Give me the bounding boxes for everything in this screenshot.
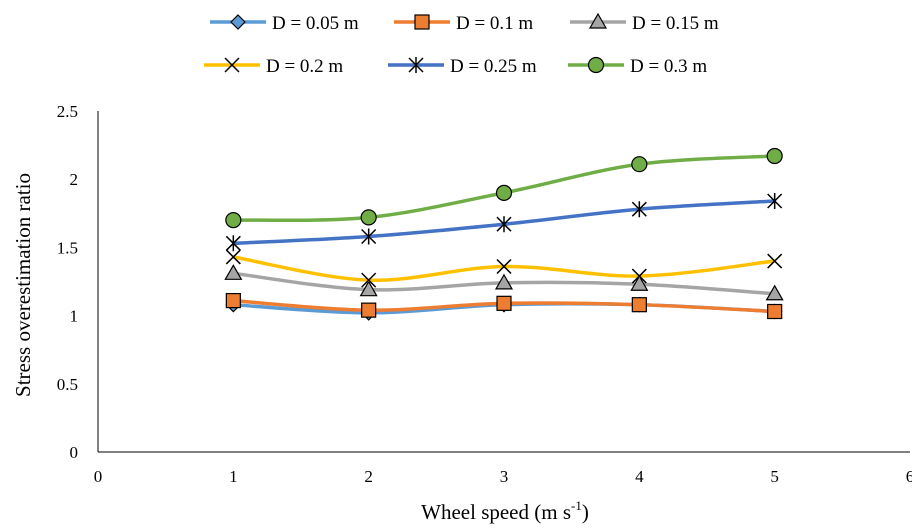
data-point [495, 184, 513, 201]
data-point [631, 268, 647, 284]
legend-label: D = 0.1 m [456, 13, 533, 34]
y-tick-label: 1 [70, 307, 79, 326]
series-3 [224, 264, 784, 301]
legend-item: D = 0.1 m [394, 13, 533, 34]
data-point [766, 147, 783, 165]
series-5 [225, 193, 783, 252]
data-point [496, 216, 512, 233]
legend-marker [408, 57, 424, 73]
data-point [765, 284, 784, 301]
legend-marker [587, 56, 605, 74]
data-point [767, 303, 783, 320]
legend-marker [224, 57, 240, 73]
x-axis-label-superscript: -1 [571, 498, 582, 513]
y-tick-label: 2.5 [57, 102, 78, 121]
x-tick-label: 5 [770, 467, 779, 486]
y-tick-label: 2 [70, 170, 79, 189]
legend-label: D = 0.25 m [450, 56, 537, 77]
x-tick-label: 4 [635, 467, 644, 486]
data-point [494, 273, 514, 290]
data-point [225, 292, 241, 309]
data-point [224, 264, 243, 280]
data-point [630, 275, 649, 291]
series-6 [225, 147, 783, 229]
data-point [631, 297, 647, 313]
data-point [767, 253, 783, 269]
data-point [360, 209, 377, 226]
series-2 [225, 292, 783, 320]
legend-marker [588, 12, 608, 29]
data-point [225, 249, 241, 265]
data-point [359, 280, 378, 297]
series-group [224, 147, 784, 321]
data-point [631, 156, 648, 173]
legend-label: D = 0.05 m [272, 13, 359, 34]
legend-item: D = 0.2 m [204, 56, 343, 77]
legend-item: D = 0.15 m [570, 12, 719, 34]
legend-item: D = 0.3 m [568, 56, 707, 77]
x-axis-label-tail: ) [582, 500, 589, 524]
data-point [631, 201, 647, 218]
legend: D = 0.05 m D = 0.1 m D = 0.15 m D = 0.2 m D … [204, 12, 719, 77]
legend-label: D = 0.15 m [632, 13, 719, 34]
y-tick-label: 1.5 [57, 238, 78, 257]
data-point [361, 228, 377, 245]
y-axis-label: Stress overestimation ratio [11, 173, 35, 397]
legend-item: D = 0.25 m [388, 56, 537, 77]
data-point [225, 212, 242, 229]
legend-marker [230, 14, 246, 30]
data-point [361, 302, 377, 318]
legend-label: D = 0.2 m [266, 56, 343, 77]
data-point [361, 272, 377, 288]
x-tick-label: 3 [500, 467, 509, 486]
legend-marker [414, 14, 430, 30]
data-point [767, 193, 783, 210]
legend-label: D = 0.3 m [630, 56, 707, 77]
series-4 [225, 249, 783, 288]
x-tick-label: 0 [94, 467, 103, 486]
x-tick-label: 6 [906, 467, 912, 486]
data-point [496, 258, 512, 275]
y-tick-label: 0.5 [57, 375, 78, 394]
data-point [496, 295, 512, 311]
data-point [225, 235, 241, 252]
x-axis-label-main: Wheel speed (m s [421, 500, 571, 524]
x-tick-label: 1 [229, 467, 238, 486]
axes: 0 0.5 1 1.5 2 2.5 0 1 2 3 4 5 6 [57, 102, 912, 486]
x-axis-label: Wheel speed (m s-1) [421, 498, 589, 524]
y-tick-label: 0 [70, 443, 79, 462]
x-tick-label: 2 [364, 467, 373, 486]
legend-item: D = 0.05 m [210, 13, 359, 34]
